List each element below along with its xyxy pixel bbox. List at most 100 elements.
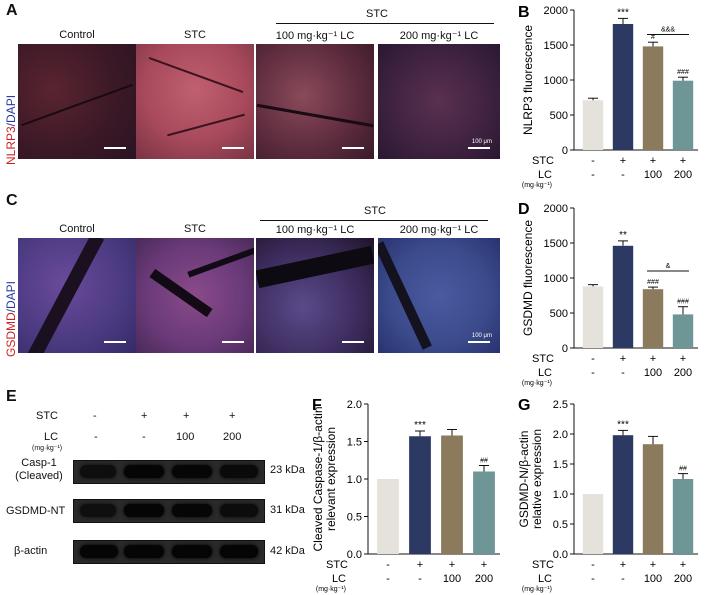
panel-e-lc-sign-2: 100 bbox=[176, 431, 195, 443]
chart-d-gsdmd: D 0 500 1000 1500 2000 GSDMD fluorescence ** ###… bbox=[518, 201, 698, 387]
micrograph-c-control bbox=[18, 238, 136, 353]
micrograph-a-stc bbox=[136, 44, 254, 159]
chart-b-bar-0 bbox=[582, 100, 604, 150]
panel-a-ylabel-blue: /DAPI bbox=[4, 94, 18, 127]
chart-d-annotation-1: ** bbox=[619, 230, 627, 241]
chart-f-ytick-label-1: 0.5 bbox=[347, 512, 362, 524]
panel-a-col-control: Control bbox=[59, 29, 95, 41]
chart-g-lc-sign-3: 200 bbox=[674, 573, 692, 585]
chart-f-stc-sign-0: - bbox=[386, 559, 390, 571]
panel-a-col-lc200: 200 mg·kg⁻¹ LC bbox=[399, 30, 479, 42]
micrograph-a-control bbox=[18, 44, 136, 159]
chart-f-annotation-3: ## bbox=[480, 458, 488, 465]
chart-b-stc-sign-1: + bbox=[620, 155, 626, 167]
chart-f-ytick-label-4: 2.0 bbox=[347, 399, 362, 411]
blot-label-gsdmd: GSDMD-NT bbox=[6, 505, 66, 517]
chart-g-stc-sign-0: - bbox=[591, 559, 595, 571]
chart-g-row-unit: (mg·kg⁻¹) bbox=[522, 586, 552, 593]
panel-e-lc-sign-0: - bbox=[94, 431, 98, 443]
chart-f-ytick-label-0: 0.0 bbox=[347, 549, 362, 561]
chart-b-stc-sign-3: + bbox=[680, 155, 686, 167]
chart-f-ylabel-0: Cleaved Caspase-1/β-actin bbox=[311, 407, 325, 552]
chart-g-bar-2 bbox=[642, 444, 664, 554]
panel-c-group-header: STC bbox=[364, 205, 386, 217]
chart-g-ytick-label-2: 1.0 bbox=[553, 489, 568, 501]
micrograph-a-lc200: 100 μm bbox=[378, 44, 500, 159]
chart-d-lc-sign-0: - bbox=[591, 367, 595, 379]
panel-e-stc-sign-2: + bbox=[183, 410, 190, 422]
chart-g-row-lc-label: LC bbox=[538, 573, 552, 585]
chart-d-ytick-label-1: 500 bbox=[550, 308, 568, 320]
chart-b-bar-2 bbox=[642, 46, 664, 150]
micrograph-a-lc100 bbox=[256, 44, 374, 159]
chart-f-stc-sign-2: + bbox=[449, 559, 455, 571]
chart-g-annotation-3: ## bbox=[679, 466, 687, 473]
chart-g-lc-sign-1: - bbox=[621, 573, 625, 585]
chart-f-ytick-label-3: 1.5 bbox=[347, 437, 362, 449]
chart-b-lc-sign-1: - bbox=[621, 169, 625, 181]
chart-d-stc-sign-1: + bbox=[620, 353, 626, 365]
panel-e-stc-sign-1: + bbox=[141, 410, 148, 422]
chart-d-row-stc-label: STC bbox=[532, 353, 554, 365]
panel-label-a: A bbox=[6, 2, 18, 19]
panel-label-e: E bbox=[6, 388, 17, 405]
chart-f-bar-2 bbox=[441, 435, 463, 554]
chart-d-row-lc-label: LC bbox=[538, 367, 552, 379]
chart-b-ytick-label-3: 1500 bbox=[544, 40, 568, 52]
chart-d-annotation-3: ### bbox=[677, 299, 689, 306]
chart-b-lc-sign-0: - bbox=[591, 169, 595, 181]
chart-d-lc-sign-3: 200 bbox=[674, 367, 692, 379]
chart-f-bar-1 bbox=[409, 436, 431, 554]
chart-b-row-stc-label: STC bbox=[532, 155, 554, 167]
chart-b-ylabel-0: NLRP3 fluorescence bbox=[521, 25, 535, 135]
chart-g-ylabel-1: relative expression bbox=[530, 429, 544, 529]
chart-d-bar-2 bbox=[642, 289, 664, 348]
panel-a-ylabel-red: NLRP3 bbox=[4, 126, 18, 165]
chart-f-lc-sign-2: 100 bbox=[443, 573, 461, 585]
panel-e-lc-sign-1: - bbox=[142, 431, 146, 443]
chart-d-ytick-label-4: 2000 bbox=[544, 203, 568, 215]
blot-label-actin: β-actin bbox=[14, 545, 48, 557]
chart-b-annotation-3: ### bbox=[677, 69, 689, 76]
chart-d-letter: D bbox=[518, 201, 530, 218]
chart-d-row-unit: (mg·kg⁻¹) bbox=[522, 380, 552, 387]
panel-c-col-control: Control bbox=[59, 223, 95, 235]
chart-d-ytick-label-0: 0 bbox=[562, 343, 568, 355]
panel-e-row-lc-label: LC bbox=[44, 431, 59, 443]
chart-d-ylabel-0: GSDMD fluorescence bbox=[521, 220, 535, 336]
panel-e-row-unit: (mg·kg⁻¹) bbox=[32, 445, 63, 452]
chart-f-annotation-1: *** bbox=[414, 420, 426, 431]
scale-bar-text-c: 100 μm bbox=[471, 333, 492, 339]
panel-c-col-lc200: 200 mg·kg⁻¹ LC bbox=[399, 224, 479, 236]
chart-d-lc-sign-2: 100 bbox=[644, 367, 662, 379]
panel-c-ylabel-red: GSDMD bbox=[4, 312, 18, 357]
panel-c-ylabel-blue: /DAPI bbox=[4, 280, 18, 313]
chart-b-stc-sign-0: - bbox=[591, 155, 595, 167]
panel-a-ylabel: NLRP3/DAPI bbox=[4, 95, 18, 165]
panel-a-group-line bbox=[276, 23, 494, 24]
western-blot-gsdmd bbox=[73, 499, 265, 523]
panel-a-col-stc: STC bbox=[184, 29, 206, 41]
chart-b-row-lc-label: LC bbox=[538, 169, 552, 181]
chart-b-lc-sign-3: 200 bbox=[674, 169, 692, 181]
panel-c-ylabel: GSDMD/DAPI bbox=[4, 281, 18, 357]
chart-f-letter: F bbox=[312, 397, 322, 414]
panel-c-col-stc: STC bbox=[184, 223, 206, 235]
chart-g-ytick-label-3: 1.5 bbox=[553, 459, 568, 471]
chart-f-bar-0 bbox=[377, 479, 399, 554]
chart-b-row-unit: (mg·kg⁻¹) bbox=[522, 182, 552, 189]
chart-f-lc-sign-1: - bbox=[418, 573, 422, 585]
chart-f-row-lc-label: LC bbox=[332, 573, 346, 585]
chart-g-ytick-label-1: 0.5 bbox=[553, 519, 568, 531]
panel-c-group-line bbox=[260, 220, 488, 221]
chart-g-annotation-1: *** bbox=[617, 419, 629, 430]
micrograph-c-lc200: 100 μm bbox=[378, 238, 500, 353]
chart-f-stc-sign-3: + bbox=[481, 559, 487, 571]
chart-f-lc-sign-0: - bbox=[386, 573, 390, 585]
blot-kda-actin: 42 kDa bbox=[270, 545, 305, 557]
chart-f-ytick-label-2: 1.0 bbox=[347, 474, 362, 486]
panel-a-col-lc100: 100 mg·kg⁻¹ LC bbox=[275, 30, 355, 42]
chart-g-stc-sign-1: + bbox=[620, 559, 626, 571]
chart-g-ytick-label-0: 0.0 bbox=[553, 549, 568, 561]
